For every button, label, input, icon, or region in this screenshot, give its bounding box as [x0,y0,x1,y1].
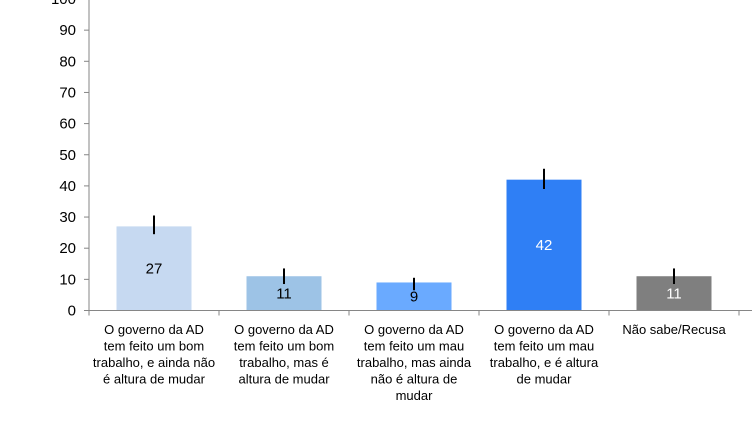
category-label: O governo da AD tem feito um mau trabalho,… [357,322,472,403]
y-tick-label: 0 [68,303,76,320]
category-label-line: tem feito um bom [104,339,204,354]
category-labels: O governo da AD tem feito um bom trabalho,… [93,322,727,403]
category-label-line: O governo da AD [494,322,594,337]
data-label: 11 [276,285,292,302]
y-tick-label: 60 [59,116,76,133]
y-tick-label: 80 [59,53,76,70]
bar [116,226,192,311]
y-tick-label: 30 [59,209,76,226]
data-labels: 27 11 9 42 11 [146,237,682,305]
y-tick-label: 90 [59,22,76,39]
y-tick-label: 20 [59,240,76,257]
category-label: O governo da AD tem feito um bom trabalho,… [93,322,215,387]
category-label-line: tem feito um mau [364,339,464,354]
axes [88,0,752,316]
data-label: 27 [146,260,163,277]
category-label-line: trabalho, e ainda não [93,355,215,370]
category-label-line: tem feito um bom [234,339,334,354]
category-label-line: O governo da AD [234,322,334,337]
data-label: 11 [666,285,682,302]
category-label: O governo da AD tem feito um mau trabalho,… [490,322,599,387]
y-tick-label: 40 [59,178,76,195]
category-label-line: Não sabe/Recusa [622,322,726,337]
error-bars [153,168,675,291]
category-label-line: é altura de mudar [103,372,206,387]
category-label-line: altura de mudar [238,372,330,387]
category-label-line: de mudar [517,372,573,387]
category-label-line: trabalho, mas é [239,355,329,370]
y-axis-ticks: 0 10 20 30 40 50 60 70 80 90 100 [51,0,89,320]
category-label-line: trabalho, mas ainda [357,355,472,370]
y-tick-label: 50 [59,147,76,164]
y-tick-label: 100 [51,0,76,8]
category-label: O governo da AD tem feito um bom trabalho,… [234,322,334,387]
bars [116,179,712,311]
category-label-line: O governo da AD [364,322,464,337]
y-tick-label: 70 [59,84,76,101]
category-label-line: trabalho, e é altura [490,355,599,370]
category-label: Não sabe/Recusa [622,322,726,337]
data-label: 9 [410,288,418,305]
category-label-line: tem feito um mau [494,339,594,354]
y-tick-label: 10 [59,271,76,288]
data-label: 42 [536,237,553,254]
category-label-line: não é altura de [371,372,458,387]
category-label-line: mudar [396,388,434,403]
bar [506,179,582,311]
category-label-line: O governo da AD [104,322,204,337]
